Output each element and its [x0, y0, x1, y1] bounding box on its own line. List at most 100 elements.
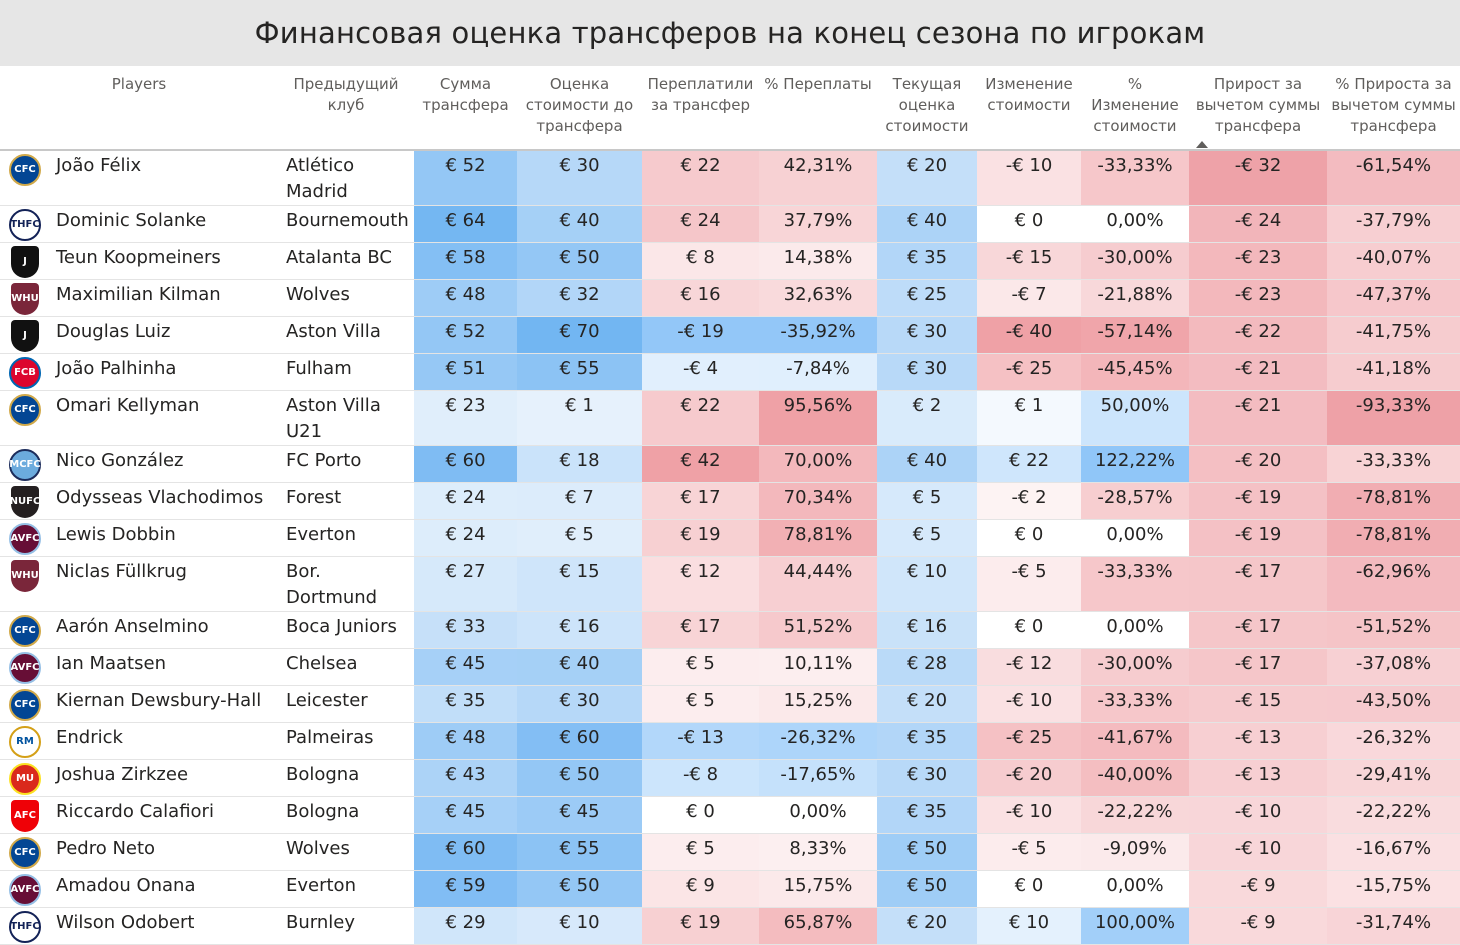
gain-net-cell: -€ 22 [1189, 316, 1327, 354]
column-header-overpaid[interactable]: Переплатили за трансфер [642, 70, 759, 151]
table-row[interactable]: CFC Aarón Anselmino Boca Juniors € 33 € 16 € … [0, 611, 1460, 649]
current-value-cell: € 40 [877, 205, 977, 243]
current-value-cell: € 35 [877, 242, 977, 280]
previous-club: Wolves [278, 279, 414, 317]
previous-club: FC Porto [278, 445, 414, 483]
value-change-cell: -€ 2 [977, 482, 1081, 520]
table-row[interactable]: WHU Niclas Füllkrug Bor. Dortmund € 27 € 15 €… [0, 556, 1460, 612]
gain-net-cell: -€ 19 [1189, 482, 1327, 520]
value-change-pct-cell: -33,33% [1081, 556, 1189, 612]
logo-cell: AFC [0, 796, 52, 834]
fee-cell: € 35 [414, 685, 517, 723]
value-change-cell: -€ 25 [977, 353, 1081, 391]
title-bar: Финансовая оценка трансферов на конец се… [0, 0, 1460, 66]
previous-club: Everton [278, 519, 414, 557]
gain-net-pct-cell: -26,32% [1327, 722, 1460, 760]
overpaid-pct-cell: 51,52% [759, 611, 877, 649]
chelsea-crest-icon: CFC [9, 615, 41, 647]
logo-cell: THFC [0, 907, 52, 945]
value-before-cell: € 45 [517, 796, 642, 834]
value-change-cell: € 0 [977, 205, 1081, 243]
table-row[interactable]: AVFC Amadou Onana Everton € 59 € 50 € 9 15,75%… [0, 870, 1460, 908]
column-header-gain-net[interactable]: Прирост за вычетом суммы трансфера [1189, 70, 1327, 151]
overpaid-cell: -€ 13 [642, 722, 759, 760]
sort-ascending-icon[interactable] [1196, 141, 1208, 148]
current-value-cell: € 20 [877, 685, 977, 723]
current-value-cell: € 25 [877, 279, 977, 317]
current-value-cell: € 2 [877, 390, 977, 446]
overpaid-cell: € 24 [642, 205, 759, 243]
table-row[interactable]: CFC Omari Kellyman Aston Villa U21 € 23 € 1 €… [0, 390, 1460, 446]
overpaid-pct-cell: 70,00% [759, 445, 877, 483]
column-header-value-change-pct[interactable]: % Изменение стоимости [1081, 70, 1189, 151]
gain-net-pct-cell: -51,52% [1327, 611, 1460, 649]
table-row[interactable]: J Douglas Luiz Aston Villa € 52 € 70 -€ 19 -35… [0, 316, 1460, 354]
value-change-cell: -€ 25 [977, 722, 1081, 760]
value-before-cell: € 30 [517, 150, 642, 206]
fee-cell: € 60 [414, 833, 517, 871]
gain-net-pct-cell: -31,74% [1327, 907, 1460, 945]
overpaid-cell: -€ 4 [642, 353, 759, 391]
tottenham-crest-icon: THFC [9, 209, 41, 241]
value-change-pct-cell: 0,00% [1081, 870, 1189, 908]
overpaid-pct-cell: -35,92% [759, 316, 877, 354]
gain-net-cell: -€ 17 [1189, 556, 1327, 612]
overpaid-pct-cell: 37,79% [759, 205, 877, 243]
table-row[interactable]: NUFC Odysseas Vlachodimos Forest € 24 € 7 € 1… [0, 482, 1460, 520]
player-name: João Félix [52, 150, 278, 206]
logo-cell: WHU [0, 556, 52, 612]
previous-club: Palmeiras [278, 722, 414, 760]
overpaid-pct-cell: 32,63% [759, 279, 877, 317]
table-row[interactable]: MCFC Nico González FC Porto € 60 € 18 € 42 70,… [0, 445, 1460, 483]
column-header-gain-net-pct[interactable]: % Прироста за вычетом суммы трансфера [1327, 70, 1460, 151]
table-row[interactable]: RM Endrick Palmeiras € 48 € 60 -€ 13 -26,32% € … [0, 722, 1460, 760]
value-before-cell: € 7 [517, 482, 642, 520]
gain-net-cell: -€ 9 [1189, 870, 1327, 908]
table-row[interactable]: CFC Kiernan Dewsbury-Hall Leicester € 35 € 3… [0, 685, 1460, 723]
table-row[interactable]: CFC Pedro Neto Wolves € 60 € 55 € 5 8,33% € 50-… [0, 833, 1460, 871]
logo-cell: AVFC [0, 648, 52, 686]
value-change-pct-cell: -22,22% [1081, 796, 1189, 834]
column-header-overpaid-pct[interactable]: % Переплаты [759, 70, 877, 151]
overpaid-pct-cell: 10,11% [759, 648, 877, 686]
current-value-cell: € 28 [877, 648, 977, 686]
table-row[interactable]: THFC Wilson Odobert Burnley € 29 € 10 € 19 65,… [0, 907, 1460, 945]
table-row[interactable]: THFC Dominic Solanke Bournemouth € 64 € 40 € … [0, 205, 1460, 243]
column-header-current-value[interactable]: Текущая оценка стоимости [877, 70, 977, 151]
value-change-cell: -€ 10 [977, 150, 1081, 206]
overpaid-cell: € 22 [642, 390, 759, 446]
column-header-players[interactable]: Players [0, 70, 278, 151]
value-change-cell: € 10 [977, 907, 1081, 945]
page-title: Финансовая оценка трансферов на конец се… [254, 16, 1206, 50]
value-change-cell: € 0 [977, 870, 1081, 908]
table-row[interactable]: AVFC Lewis Dobbin Everton € 24 € 5 € 19 78,81%… [0, 519, 1460, 557]
overpaid-cell: € 19 [642, 907, 759, 945]
value-change-pct-cell: -9,09% [1081, 833, 1189, 871]
current-value-cell: € 20 [877, 907, 977, 945]
value-change-pct-cell: -33,33% [1081, 685, 1189, 723]
table-row[interactable]: AVFC Ian Maatsen Chelsea € 45 € 40 € 5 10,11% €… [0, 648, 1460, 686]
column-header-fee[interactable]: Сумма трансфера [414, 70, 517, 151]
table-row[interactable]: CFC João Félix Atlético Madrid € 52 € 30 € 22… [0, 150, 1460, 206]
value-change-cell: -€ 5 [977, 833, 1081, 871]
value-before-cell: € 70 [517, 316, 642, 354]
value-change-pct-cell: -28,57% [1081, 482, 1189, 520]
value-change-cell: € 1 [977, 390, 1081, 446]
table-row[interactable]: WHU Maximilian Kilman Wolves € 48 € 32 € 16 32… [0, 279, 1460, 317]
overpaid-cell: € 5 [642, 685, 759, 723]
overpaid-cell: € 8 [642, 242, 759, 280]
column-header-value-before[interactable]: Оценка стоимости до трансфера [517, 70, 642, 151]
player-name: Ian Maatsen [52, 648, 278, 686]
column-header-value-change[interactable]: Изменение стоимости [977, 70, 1081, 151]
column-header-club[interactable]: Предыдущий клуб [278, 70, 414, 151]
player-name: Kiernan Dewsbury-Hall [52, 685, 278, 723]
table-row[interactable]: FCB João Palhinha Fulham € 51 € 55 -€ 4 -7,84%… [0, 353, 1460, 391]
table-row[interactable]: MU Joshua Zirkzee Bologna € 43 € 50 -€ 8 -17,6… [0, 759, 1460, 797]
fee-cell: € 52 [414, 150, 517, 206]
previous-club: Burnley [278, 907, 414, 945]
fee-cell: € 48 [414, 279, 517, 317]
gain-net-cell: -€ 23 [1189, 279, 1327, 317]
gain-net-cell: -€ 13 [1189, 722, 1327, 760]
